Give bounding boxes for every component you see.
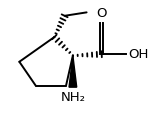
- Text: OH: OH: [128, 48, 148, 61]
- Text: NH₂: NH₂: [60, 91, 85, 104]
- Polygon shape: [69, 56, 77, 87]
- Text: O: O: [96, 7, 107, 20]
